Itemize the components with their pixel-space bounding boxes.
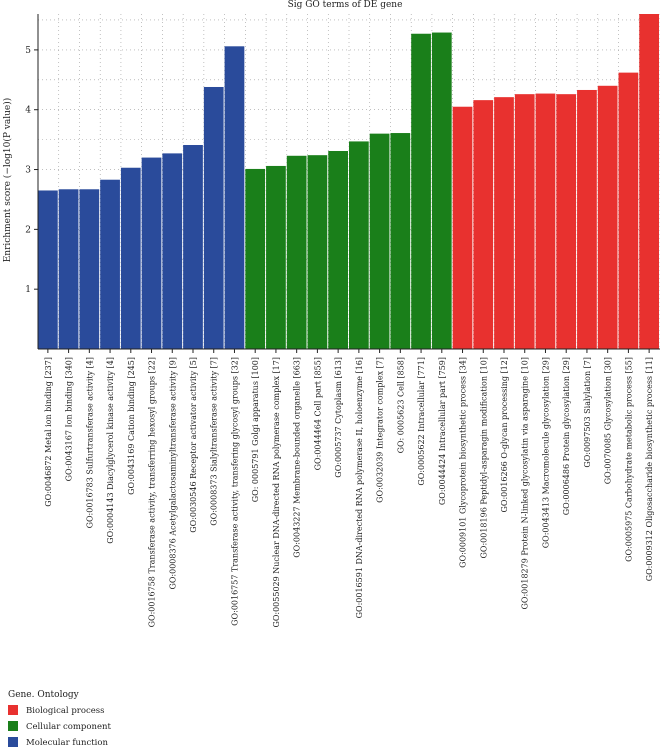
bar [452,106,473,350]
bar [411,33,431,350]
x-tick-label: GO:0005975 Carbohydrate metabolic proces… [624,357,633,562]
bar [162,153,183,349]
x-tick-label: GO:0016591 DNA-directed RNA polymerase I… [355,357,364,618]
bar [328,150,348,349]
x-tick-label: GO:0009101 Glycoprotein biosynthetic pro… [459,357,468,568]
bar [577,89,597,350]
x-tick-label: GO:0043413 Macromolecule glycosylation [… [541,357,550,548]
x-tick-label: GO:0006486 Protein glycosylation [29] [562,357,571,515]
x-tick-label: GO:0097503 Sialylation [7] [583,357,592,468]
bar [535,93,556,349]
bar [224,46,245,350]
y-tick-label: 1 [25,285,31,295]
bar [494,97,514,349]
y-tick-label: 3 [25,166,31,176]
x-tick-label: GO:0043227 Membrane-bounded organelle [6… [293,357,302,558]
bar [307,155,328,349]
bar [618,72,639,349]
x-tick-label: GO:0044464 Cell part [855] [313,357,322,470]
bar [390,133,411,349]
bar [597,85,618,350]
legend-label: Molecular function [26,738,108,748]
x-tick-label: GO:0009312 Oligosaccharide biosynthetic … [645,357,654,581]
bar [100,179,120,349]
bar [369,133,390,349]
legend-swatch [8,705,18,715]
x-tick-label: GO:0032039 Integrator complex [7] [376,357,385,503]
x-tick-label: GO: 0005791 Golgi apparatus [100] [251,357,260,502]
bar [245,168,266,349]
x-tick-label: GO:0043167 Ion binding [340] [65,357,74,481]
x-tick-label: GO:0004143 Diacylglycerol kinase activit… [106,357,115,544]
bar [286,155,307,349]
bar [203,86,224,349]
legend: Gene. Ontology Biological process Cellula… [8,690,111,748]
bar [141,157,162,349]
bar [473,100,494,350]
legend-title: Gene. Ontology [8,690,80,700]
legend-label: Cellular component [26,722,111,732]
bar [183,145,203,349]
x-tick-label: GO:0018196 Peptidyl-asparagin modificati… [479,357,488,558]
chart-title: Sig GO terms of DE gene [288,0,403,10]
x-tick-label: GO:0046872 Metal ion binding [237] [44,357,53,507]
legend-swatch [8,721,18,731]
x-tick-label: GO:0070085 Glycosylation [30] [604,357,613,484]
axes: 1 2 3 4 5 [25,14,660,350]
x-tick-labels: GO:0046872 Metal ion binding [237] GO:004… [44,349,654,628]
legend-swatch [8,737,18,747]
x-tick-label: GO:0018279 Protein N-linked glycosylatin… [521,357,530,609]
y-tick-label: 2 [25,225,31,235]
x-tick-label: GO:0008376 Acetylgalactosaminyltransfera… [168,357,177,590]
x-tick-label: GO:0005737 Cytoplasm [613] [334,357,343,478]
bar [556,94,577,350]
bar [58,189,79,349]
x-tick-label: GO: 0005623 Cell [858] [396,357,405,453]
legend-label: Biological process [26,706,104,716]
bar [38,190,58,349]
y-tick-label: 4 [25,106,31,116]
bar [266,165,286,349]
x-tick-label: GO:0016757 Transferase activity, transfe… [230,357,239,626]
bars [38,14,659,350]
bar [79,189,100,349]
x-tick-label: GO:0008373 Sialyltransferase activity [7… [210,357,219,526]
x-tick-label: GO:0016758 Transferase activity, transfe… [148,357,157,627]
x-tick-label: GO:0043169 Cation binding [245] [127,357,136,495]
x-tick-label: GO:0055029 Nuclear DNA-directed RNA poly… [272,357,281,628]
x-tick-label: GO:0044424 Intracellular part [759] [438,357,447,505]
y-axis-label: Enrichment score (−log10(P value)) [2,98,13,263]
x-tick-label: GO:0005622 Intracellular [771] [417,357,426,486]
bar [431,32,452,349]
x-tick-label: GO:0016783 Sulfurtransferase activity [4… [85,357,94,528]
x-tick-label: GO:0030546 Receptor activator activity [… [189,357,198,533]
x-tick-label: GO:0016266 O-glycan processing [12] [500,357,509,513]
bar [349,141,369,349]
bar [514,94,535,350]
y-tick-label: 5 [25,46,31,56]
bar [120,167,141,349]
bar [639,14,659,349]
